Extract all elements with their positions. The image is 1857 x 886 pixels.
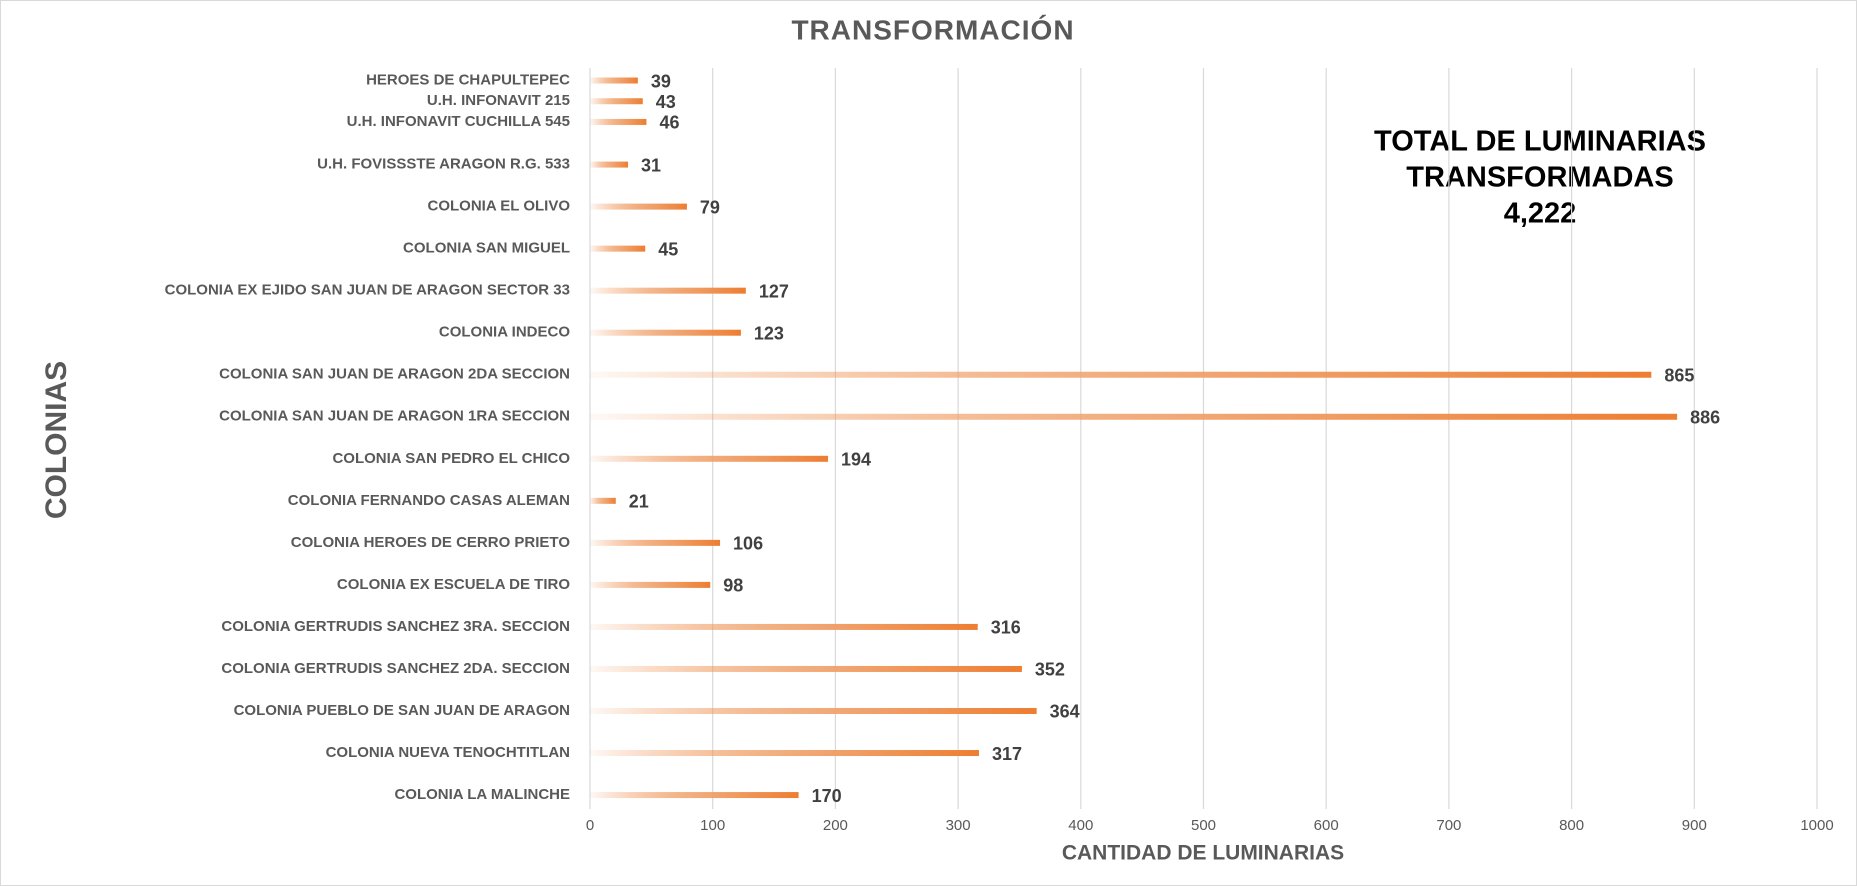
data-label: 170	[812, 786, 842, 806]
bar	[590, 371, 1652, 378]
data-label: 106	[733, 534, 763, 554]
annotation-line: TOTAL DE LUMINARIAS	[1374, 126, 1706, 158]
data-label: 886	[1690, 408, 1720, 428]
y-tick-label: COLONIA SAN JUAN DE ARAGON 2DA SECCION	[219, 366, 570, 383]
bar	[590, 118, 647, 125]
y-tick-label: COLONIA EX ESCUELA DE TIRO	[337, 576, 570, 593]
x-tick-label: 800	[1559, 817, 1584, 834]
data-label: 31	[641, 155, 661, 175]
data-label: 316	[991, 618, 1021, 638]
bar	[590, 581, 711, 588]
bar	[590, 203, 687, 210]
x-tick-label: 1000	[1800, 817, 1833, 834]
bar	[590, 98, 643, 105]
y-tick-label: COLONIA PUEBLO DE SAN JUAN DE ARAGON	[234, 702, 570, 719]
y-tick-label: COLONIA HEROES DE CERRO PRIETO	[291, 534, 571, 551]
data-label: 45	[658, 239, 678, 259]
data-label: 364	[1050, 702, 1080, 722]
bar	[590, 329, 741, 336]
x-tick-label: 100	[700, 817, 725, 834]
data-label: 21	[629, 492, 649, 512]
y-tick-label: HEROES DE CHAPULTEPEC	[366, 71, 570, 88]
x-tick-label: 600	[1314, 817, 1339, 834]
data-label: 865	[1664, 365, 1694, 385]
y-tick-label: COLONIA INDECO	[439, 324, 570, 341]
y-tick-label: COLONIA NUEVA TENOCHTITLAN	[326, 744, 570, 761]
x-tick-label: 900	[1682, 817, 1707, 834]
y-tick-label: COLONIA FERNANDO CASAS ALEMAN	[288, 492, 570, 509]
bar	[590, 455, 829, 462]
y-tick-label: COLONIA EX EJIDO SAN JUAN DE ARAGON SECT…	[165, 282, 570, 299]
annotation-line: TRANSFORMADAS	[1406, 162, 1673, 194]
x-axis-label: CANTIDAD DE LUMINARIAS	[1062, 842, 1344, 865]
x-tick-label: 200	[823, 817, 848, 834]
data-label: 43	[656, 92, 676, 112]
data-label: 127	[759, 281, 789, 301]
annotation: TOTAL DE LUMINARIAS TRANSFORMADAS 4,222	[1374, 126, 1706, 230]
bar	[590, 750, 979, 757]
chart-title: TRANSFORMACIÓN	[791, 14, 1074, 45]
bar	[590, 413, 1678, 420]
y-axis-label: COLONIAS	[40, 361, 73, 519]
y-tick-label: COLONIA GERTRUDIS SANCHEZ 2DA. SECCION	[221, 660, 570, 677]
y-tick-label: U.H. FOVISSSTE ARAGON R.G. 533	[317, 156, 570, 173]
data-label: 123	[754, 323, 784, 343]
data-label: 46	[659, 113, 679, 133]
x-tick-label: 0	[586, 817, 594, 834]
y-tick-label: COLONIA SAN PEDRO EL CHICO	[332, 450, 570, 467]
bar	[590, 665, 1022, 672]
x-tick-label: 500	[1191, 817, 1216, 834]
y-tick-label: COLONIA GERTRUDIS SANCHEZ 3RA. SECCION	[221, 618, 570, 635]
bar	[590, 623, 978, 630]
data-label: 194	[841, 450, 871, 470]
y-tick-label: U.H. INFONAVIT CUCHILLA 545	[347, 113, 570, 130]
bar	[590, 245, 646, 252]
bar	[590, 497, 616, 504]
bar	[590, 539, 721, 546]
bar	[590, 707, 1037, 714]
data-label: 317	[992, 744, 1022, 764]
x-tick-label: 700	[1436, 817, 1461, 834]
x-tick-label: 400	[1068, 817, 1093, 834]
annotation-line: 4,222	[1504, 198, 1577, 230]
bar	[590, 161, 629, 168]
x-tick-label: 300	[946, 817, 971, 834]
data-label: 79	[700, 197, 720, 217]
y-tick-label: U.H. INFONAVIT 215	[427, 92, 570, 109]
bar	[590, 792, 799, 799]
y-tick-label: COLONIA LA MALINCHE	[394, 786, 570, 803]
data-label: 39	[651, 71, 671, 91]
y-tick-label: COLONIA SAN MIGUEL	[403, 240, 570, 257]
bar	[590, 287, 746, 294]
y-tick-label: COLONIA EL OLIVO	[427, 198, 570, 215]
y-tick-label: COLONIA SAN JUAN DE ARAGON 1RA SECCION	[219, 408, 570, 425]
data-label: 98	[723, 576, 743, 596]
data-label: 352	[1035, 660, 1065, 680]
bar	[590, 77, 638, 84]
